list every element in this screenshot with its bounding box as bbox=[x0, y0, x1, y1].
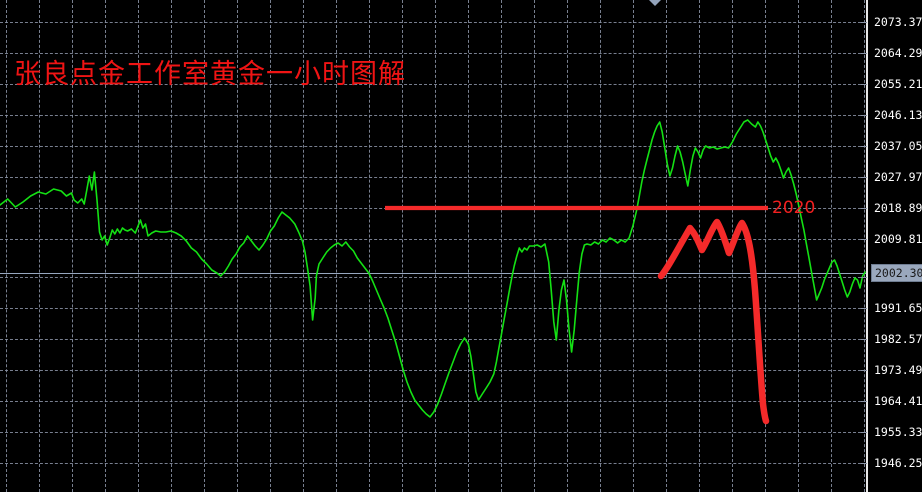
vertical-gridline bbox=[435, 0, 436, 492]
horizontal-gridline bbox=[0, 463, 866, 464]
axis-tick-label: 2073.37 bbox=[874, 15, 922, 29]
horizontal-gridline bbox=[0, 370, 866, 371]
axis-tick-label: 2027.97 bbox=[874, 170, 922, 184]
chevron-down-icon bbox=[648, 0, 662, 6]
gold-price-line bbox=[0, 119, 866, 418]
axis-tick-mark bbox=[861, 463, 867, 464]
vertical-gridline bbox=[336, 0, 337, 492]
forecast-handdrawn-line bbox=[657, 218, 770, 425]
vertical-gridline bbox=[369, 0, 370, 492]
vertical-gridline bbox=[72, 0, 73, 492]
price-chart-plot-area[interactable]: 张良点金工作室黄金一小时图解 2020 bbox=[0, 0, 866, 492]
vertical-gridline bbox=[468, 0, 469, 492]
page-title: 张良点金工作室黄金一小时图解 bbox=[14, 59, 406, 90]
vertical-gridline bbox=[237, 0, 238, 492]
price-axis[interactable]: 2073.37 2064.29 2055.21 2046.13 2037.05 2027.… bbox=[861, 0, 922, 492]
axis-tick-label: 2037.05 bbox=[874, 139, 922, 153]
axis-tick-label: 2046.13 bbox=[874, 108, 922, 122]
horizontal-gridline bbox=[0, 239, 866, 240]
axis-tick-mark bbox=[861, 432, 867, 433]
axis-tick-label: 1964.41 bbox=[874, 394, 922, 408]
axis-tick-label: 1946.25 bbox=[874, 456, 922, 470]
horizontal-gridline bbox=[0, 22, 866, 23]
vertical-gridline bbox=[270, 0, 271, 492]
horizontal-gridline bbox=[0, 177, 866, 178]
horizontal-gridline bbox=[0, 339, 866, 340]
axis-tick-label: 1991.65 bbox=[874, 301, 922, 315]
vertical-gridline bbox=[138, 0, 139, 492]
axis-tick-label: 2018.89 bbox=[874, 201, 922, 215]
axis-tick-label: 1955.33 bbox=[874, 425, 922, 439]
axis-tick-label: 1982.57 bbox=[874, 332, 922, 346]
axis-tick-label: 2064.29 bbox=[874, 46, 922, 60]
axis-tick-mark bbox=[861, 277, 867, 278]
current-price-line bbox=[0, 273, 866, 274]
axis-tick-mark bbox=[861, 370, 867, 371]
vertical-gridline bbox=[831, 0, 832, 492]
horizontal-gridline bbox=[0, 146, 866, 147]
axis-tick-label: 1973.49 bbox=[874, 363, 922, 377]
horizontal-gridline bbox=[0, 277, 866, 278]
axis-tick-mark bbox=[861, 53, 867, 54]
chart-series-svg bbox=[0, 119, 866, 425]
vertical-gridline bbox=[105, 0, 106, 492]
axis-tick-mark bbox=[861, 177, 867, 178]
vertical-gridline bbox=[798, 0, 799, 492]
axis-tick-mark bbox=[861, 401, 867, 402]
axis-tick-label: 2009.81 bbox=[874, 232, 922, 246]
horizontal-gridline bbox=[0, 432, 866, 433]
horizontal-gridline bbox=[0, 115, 866, 116]
axis-tick-mark bbox=[861, 84, 867, 85]
axis-tick-mark bbox=[861, 339, 867, 340]
axis-tick-mark bbox=[861, 208, 867, 209]
vertical-gridline bbox=[6, 0, 7, 492]
vertical-gridline bbox=[171, 0, 172, 492]
current-price-badge: 2002.30 bbox=[871, 264, 922, 282]
resistance-level-label: 2020 bbox=[772, 198, 816, 218]
horizontal-gridline bbox=[0, 84, 866, 85]
vertical-gridline bbox=[567, 0, 568, 492]
vertical-gridline bbox=[600, 0, 601, 492]
axis-tick-mark bbox=[861, 22, 867, 23]
vertical-gridline bbox=[864, 0, 865, 492]
vertical-gridline bbox=[39, 0, 40, 492]
axis-tick-mark bbox=[861, 146, 867, 147]
vertical-gridline bbox=[204, 0, 205, 492]
axis-tick-mark bbox=[861, 308, 867, 309]
vertical-gridline bbox=[666, 0, 667, 492]
vertical-gridline bbox=[402, 0, 403, 492]
axis-tick-label: 2055.21 bbox=[874, 77, 922, 91]
axis-tick-mark bbox=[861, 239, 867, 240]
axis-tick-mark bbox=[861, 115, 867, 116]
vertical-gridline bbox=[765, 0, 766, 492]
horizontal-gridline bbox=[0, 53, 866, 54]
horizontal-gridline bbox=[0, 308, 866, 309]
vertical-gridline bbox=[501, 0, 502, 492]
vertical-gridline bbox=[633, 0, 634, 492]
horizontal-gridline bbox=[0, 401, 866, 402]
